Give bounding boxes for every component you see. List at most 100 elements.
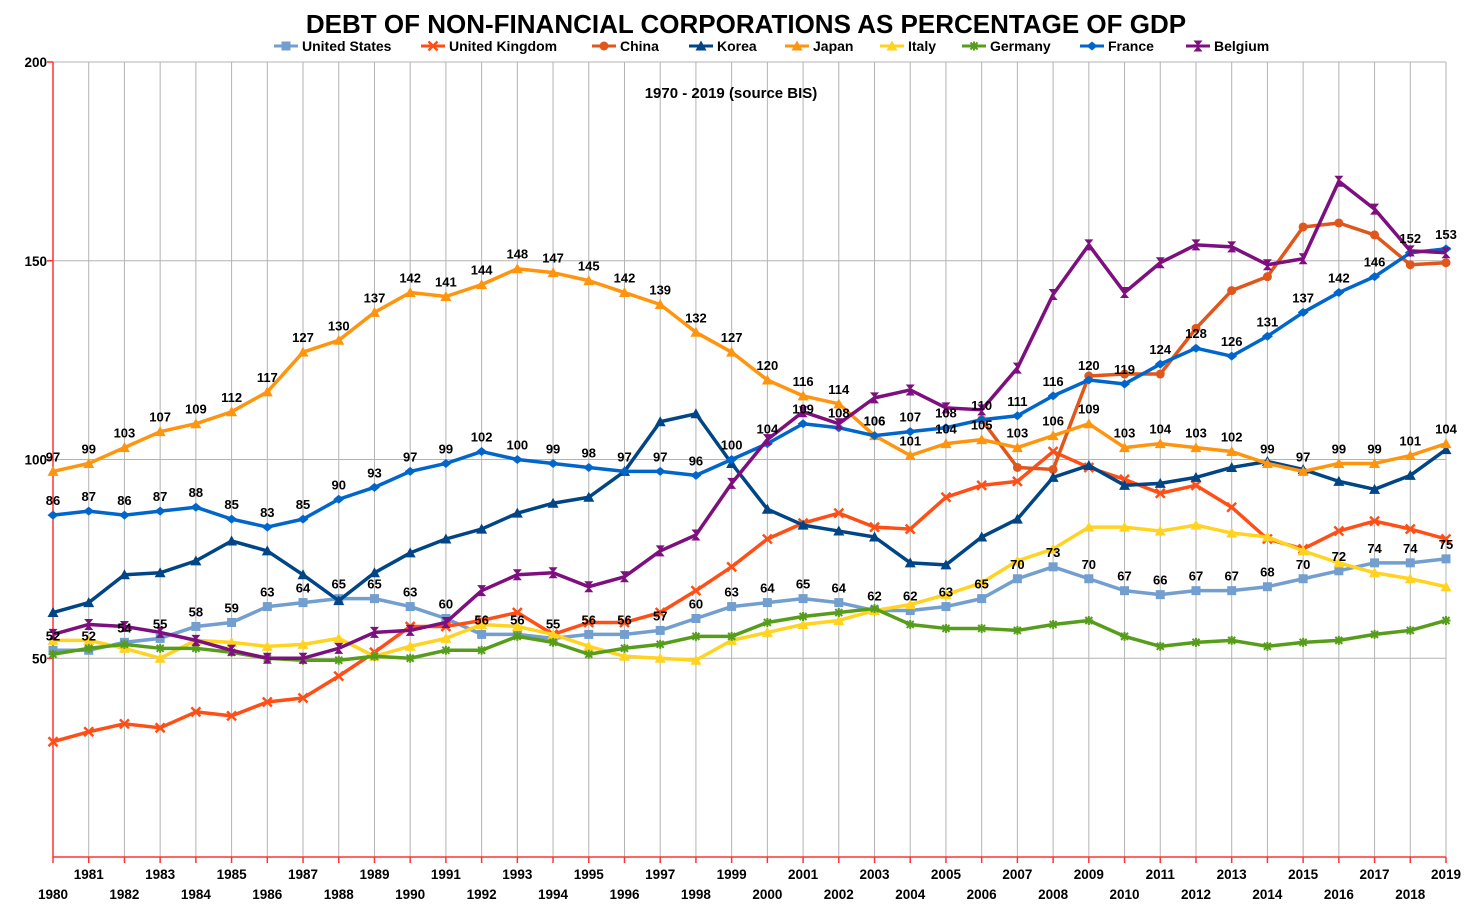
data-point [1441, 615, 1451, 625]
data-label: 142 [614, 271, 636, 286]
data-label: 63 [403, 585, 417, 600]
legend-marker [695, 40, 707, 51]
data-label: 109 [185, 402, 207, 417]
data-point [654, 607, 666, 618]
data-point [691, 529, 701, 541]
data-point [1370, 558, 1380, 568]
data-point [1298, 253, 1308, 265]
data-point [440, 632, 452, 643]
data-point [1298, 574, 1308, 584]
data-label: 145 [578, 259, 600, 274]
data-point [83, 597, 95, 608]
data-point [834, 608, 844, 618]
data-point [833, 525, 845, 536]
data-point [1370, 203, 1380, 215]
data-point [1440, 444, 1452, 455]
data-label: 141 [435, 275, 457, 290]
data-label: 106 [864, 414, 886, 429]
data-point [1262, 259, 1272, 271]
data-point [404, 287, 416, 298]
data-point [798, 612, 808, 622]
data-label: 103 [1185, 426, 1207, 441]
data-point [261, 522, 273, 532]
legend-label: Italy [908, 38, 936, 54]
data-point [369, 651, 379, 661]
data-label: 74 [1367, 541, 1382, 556]
data-point [368, 306, 380, 317]
data-label: 99 [1332, 441, 1346, 456]
data-point [227, 644, 237, 656]
legend-marker [1193, 40, 1203, 52]
x-tick-label: 1983 [145, 867, 176, 882]
data-label: 142 [399, 271, 421, 286]
legend-item-japan: Japan [785, 38, 853, 54]
data-label: 65 [367, 577, 381, 592]
data-label: 111 [1007, 394, 1027, 409]
data-point [583, 491, 595, 502]
data-point [118, 569, 130, 580]
grid [53, 61, 1447, 857]
data-point [1404, 450, 1416, 461]
data-point [297, 514, 309, 524]
data-label: 108 [935, 406, 957, 421]
data-point [1333, 475, 1345, 486]
series-china [977, 218, 1451, 474]
data-point [1227, 286, 1237, 296]
data-point [155, 633, 165, 643]
data-point [547, 458, 559, 468]
data-point [869, 431, 881, 441]
legend-marker [1086, 41, 1098, 51]
x-tick-label: 2014 [1252, 887, 1283, 902]
data-label: 104 [935, 422, 957, 437]
data-point [761, 533, 773, 545]
data-point [1191, 323, 1201, 333]
data-label: 152 [1399, 231, 1421, 246]
data-point [334, 642, 344, 654]
data-point [154, 722, 166, 734]
data-point [654, 416, 666, 427]
data-labels-japan: 97 99 103 107 109 112 117 127 130 137 142 141 144 148… [46, 247, 1458, 465]
data-label: 132 [685, 310, 707, 325]
data-point [1012, 574, 1022, 584]
x-tick-label: 2013 [1217, 867, 1248, 882]
data-label: 65 [332, 577, 346, 592]
data-point [1440, 533, 1452, 545]
data-point [1190, 343, 1202, 353]
data-label: 107 [149, 410, 171, 425]
data-label: 63 [724, 585, 738, 600]
x-tick-label: 2015 [1288, 867, 1319, 882]
data-point [1154, 487, 1166, 499]
data-point [941, 602, 951, 612]
data-point [83, 634, 95, 645]
x-tick-label: 2005 [931, 867, 962, 882]
data-point [1047, 543, 1059, 554]
data-point [690, 408, 702, 419]
data-point [1084, 239, 1094, 251]
data-label: 127 [292, 330, 314, 345]
data-point [1226, 446, 1238, 457]
data-point [1369, 272, 1381, 282]
data-point [798, 594, 808, 604]
data-point [297, 692, 309, 704]
data-point [1155, 590, 1165, 600]
x-tick-label: 1982 [109, 887, 139, 902]
data-point [1440, 581, 1452, 592]
data-point [727, 602, 737, 612]
series-line-germany [52, 606, 1447, 662]
data-label: 104 [757, 422, 779, 437]
x-tick-label: 1999 [717, 867, 747, 882]
data-point [476, 523, 488, 534]
data-point [1334, 218, 1344, 228]
data-label: 128 [1185, 326, 1207, 341]
data-point [548, 567, 558, 579]
data-label: 97 [617, 449, 631, 464]
data-label: 142 [1328, 271, 1350, 286]
x-tick-label: 1995 [574, 867, 605, 882]
data-label: 70 [1296, 557, 1310, 572]
data-point [833, 398, 845, 409]
data-label: 131 [1257, 314, 1279, 329]
x-tick-label: 2011 [1146, 867, 1176, 882]
x-tick-label: 1984 [181, 887, 212, 902]
data-point [904, 427, 916, 437]
data-point [261, 640, 273, 651]
